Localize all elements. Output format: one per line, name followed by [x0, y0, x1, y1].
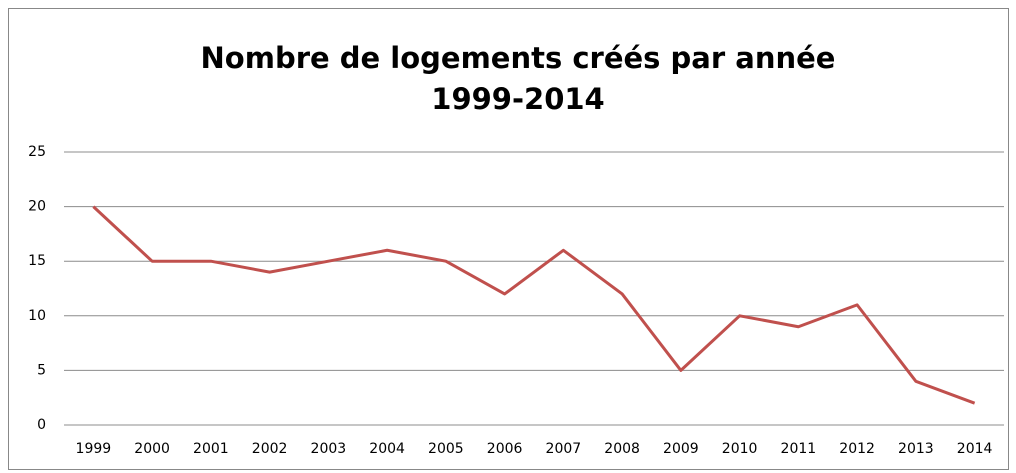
chart-border — [8, 8, 1009, 470]
x-tick-label: 2001 — [193, 441, 229, 457]
x-tick-label: 2010 — [722, 441, 758, 457]
y-tick-label: 10 — [28, 308, 46, 324]
x-tick-label: 2005 — [428, 441, 464, 457]
y-tick-label: 0 — [37, 417, 46, 433]
x-tick-label: 2014 — [957, 441, 993, 457]
x-tick-label: 2007 — [546, 441, 582, 457]
x-tick-label: 2003 — [311, 441, 347, 457]
x-tick-label: 2009 — [663, 441, 699, 457]
x-tick-label: 2013 — [898, 441, 934, 457]
y-tick-label: 5 — [37, 362, 46, 378]
x-tick-label: 2011 — [781, 441, 817, 457]
x-tick-label: 2004 — [369, 441, 405, 457]
x-tick-label: 2000 — [134, 441, 170, 457]
x-tick-label: 2008 — [604, 441, 640, 457]
chart-title: Nombre de logements créés par année — [201, 41, 836, 75]
chart-subtitle: 1999-2014 — [431, 82, 604, 116]
line-series — [92, 205, 976, 405]
x-tick-label: 1999 — [76, 441, 112, 457]
y-tick-label: 15 — [28, 253, 46, 269]
y-tick-label: 25 — [28, 144, 46, 160]
x-tick-label: 2012 — [839, 441, 875, 457]
y-tick-label: 20 — [28, 199, 46, 215]
x-tick-label: 2006 — [487, 441, 523, 457]
x-tick-label: 2002 — [252, 441, 288, 457]
